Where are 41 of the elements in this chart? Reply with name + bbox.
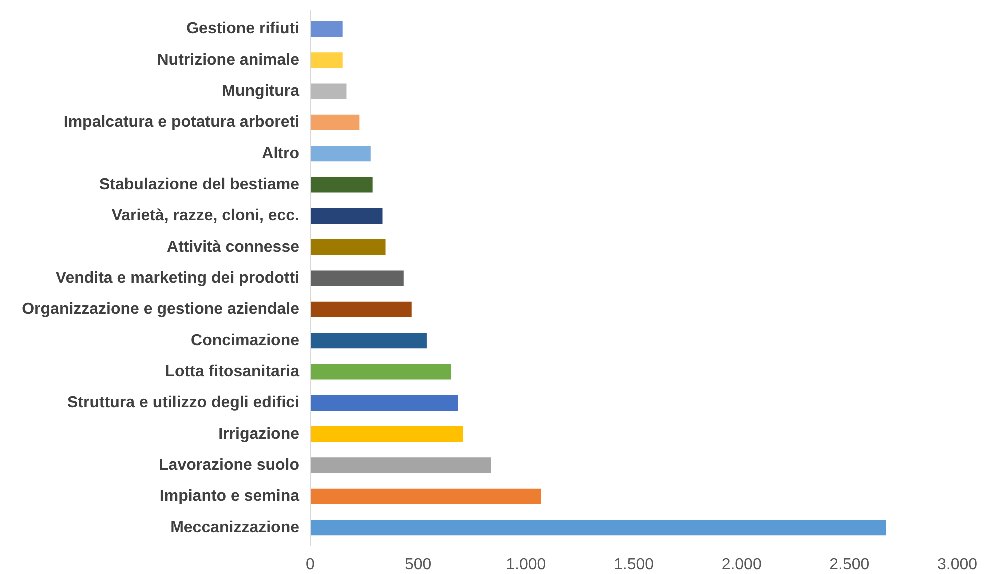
x-tick-label: 2.500 [830,556,870,574]
bar [310,208,383,224]
y-tick-label: Gestione rifiuti [186,20,300,38]
y-tick-label: Stabulazione del bestiame [99,176,300,194]
bar [310,52,343,68]
y-tick-label: Nutrizione animale [157,52,300,69]
bar [310,488,542,504]
x-tick-label: 500 [404,556,432,574]
y-tick-label: Meccanizzazione [170,519,300,536]
bar [310,84,347,100]
bar [310,364,452,380]
x-tick-label: 1.500 [614,556,654,574]
y-tick-label: Struttura e utilizzo degli edifici [67,394,300,412]
y-tick-label: Attività connesse [167,238,300,256]
y-tick-label: Organizzazione e gestione aziendale [22,301,300,318]
y-tick-label: Varietà, razze, cloni, ecc. [112,208,300,225]
bar [310,395,458,411]
y-tick-label: Impalcatura e potatura arboreti [64,114,300,132]
bar [310,458,492,474]
y-tick-label: Lavorazione suolo [159,456,300,474]
bar [310,520,886,536]
y-tick-label: Irrigazione [218,426,300,443]
x-tick-label: 0 [306,556,316,574]
y-tick-label: Vendita e marketing dei prodotti [56,270,300,287]
x-tick-label: 1.000 [506,556,546,574]
y-tick-label: Lotta fitosanitaria [165,363,300,380]
y-tick-label: Impianto e semina [160,488,300,506]
y-tick-label: Concimazione [191,332,300,350]
bar [310,302,412,318]
bar [310,333,427,349]
bar [310,114,360,130]
bar [310,270,404,286]
bar [310,240,386,256]
y-tick-label: Mungitura [222,83,300,100]
x-tick-label: 3.000 [937,556,978,574]
y-tick-label: Altro [262,145,300,162]
x-tick-label: 2.000 [722,556,762,574]
bar [310,426,464,442]
bar [310,146,371,162]
bar [310,21,343,37]
bar [310,177,373,193]
